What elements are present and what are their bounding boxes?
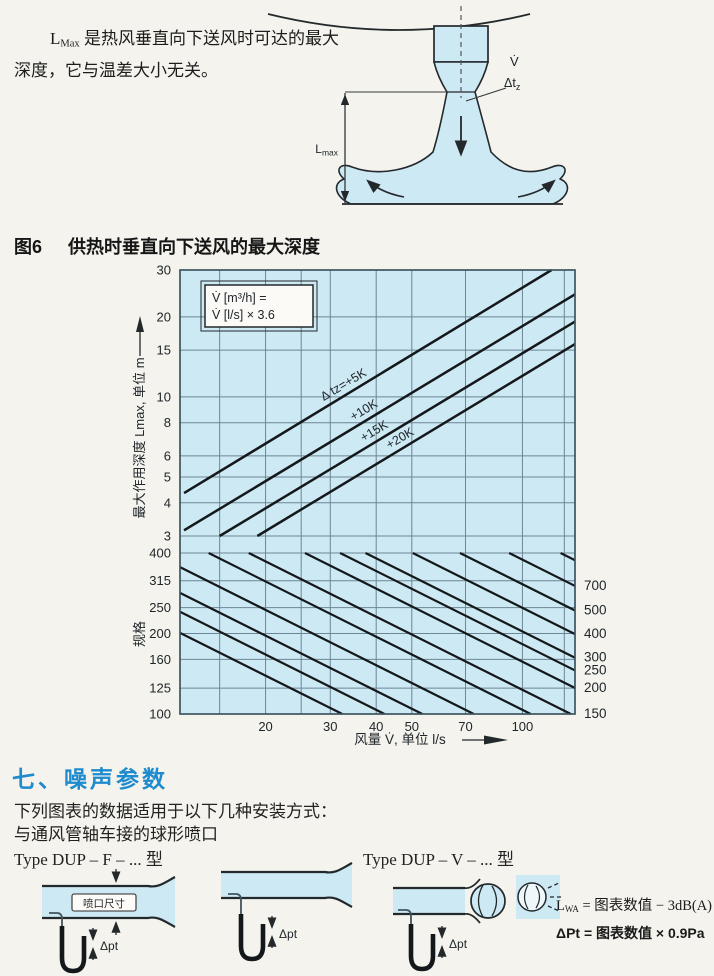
svg-text:20: 20	[258, 719, 272, 734]
svg-text:40: 40	[369, 719, 383, 734]
delta-t-label: Δtz	[504, 76, 521, 92]
dpt-label: Δpt	[100, 939, 119, 953]
svg-text:70: 70	[458, 719, 472, 734]
svg-text:50: 50	[405, 719, 419, 734]
right-scale-label: 300	[584, 650, 607, 665]
svg-text:3: 3	[164, 529, 171, 544]
svg-text:6: 6	[164, 448, 171, 463]
y-axis-title-lower: 规格	[132, 621, 147, 647]
right-scale-label: 250	[584, 662, 607, 677]
duct-body	[221, 863, 352, 907]
intro-text-line2: 深度，它与温差大小无关。	[14, 61, 218, 81]
nozzle-dimension-box	[71, 893, 137, 912]
right-scale-label: 200	[584, 680, 607, 695]
lmax-label: Lmax	[315, 142, 338, 158]
svg-text:250: 250	[149, 600, 171, 615]
section-title: 七、噪声参数	[12, 766, 168, 792]
intro-text-line1: 是热风垂直向下送风时可达的最大	[79, 29, 339, 48]
dpt-formula: ΔPt = 图表数值 × 0.9Pa	[556, 925, 705, 941]
u-tube-manometer	[408, 924, 436, 972]
svg-text:15: 15	[157, 343, 171, 358]
manometer-feed-tube	[398, 909, 412, 928]
y-axis-title-upper: 最大作用深度 Lmax, 单位 m	[132, 357, 147, 518]
x-axis-title: 风量 V̇, 单位 l/s	[354, 732, 446, 747]
diagram-dup-f-duct: Δpt	[221, 862, 353, 962]
figure6-jet-illustration: V̇ Δtz Lmax	[267, 6, 569, 205]
axis-tick-labels: 3 4 5 6 8 10 15 20 30 100 125 160 200 250 315 400 20 30 40…	[149, 263, 533, 735]
diagram-dup-v-ball-nozzle: Δpt	[393, 875, 562, 972]
svg-text:400: 400	[149, 546, 171, 561]
lmax-symbol: L	[50, 29, 61, 48]
flow-conversion-note-box: V̇ [m³/h] = V̇ [l/s] × 3.6	[200, 280, 318, 332]
note-line-2: V̇ [l/s] × 3.6	[212, 308, 275, 322]
dpt-label: Δpt	[279, 927, 298, 941]
manometer-feed-tube	[228, 893, 242, 918]
svg-text:10: 10	[157, 389, 171, 404]
u-tube-manometer	[238, 914, 266, 962]
svg-text:8: 8	[164, 415, 171, 430]
type-dup-v-label: Type DUP – V – ... 型	[363, 850, 515, 869]
svg-text:5: 5	[164, 469, 171, 484]
svg-text:100: 100	[512, 719, 534, 734]
figure-caption: 图6 供热时垂直向下送风的最大深度	[14, 233, 320, 259]
note-line-1: V̇ [m³/h] =	[212, 291, 267, 305]
right-scale-label: 500	[584, 603, 607, 618]
svg-text:20: 20	[157, 309, 171, 324]
section-body-line1: 下列图表的数据适用于以下几种安装方式：	[14, 802, 337, 821]
lwa-formula: LWA = 图表数值 − 3dB(A)	[556, 898, 712, 914]
svg-text:125: 125	[149, 681, 171, 696]
right-scale-label: 150	[584, 706, 607, 721]
lmax-flow-chart: V̇ [m³/h] =V̇ [l/s] × 3.6Δ tz=+5K+10K+15…	[132, 263, 607, 748]
ball-nozzle	[470, 883, 506, 919]
flow-label: V̇	[510, 54, 519, 69]
right-spread-arrow	[517, 179, 556, 198]
noise-formulas: LWA = 图表数值 − 3dB(A) ΔPt = 图表数值 × 0.9Pa	[556, 894, 714, 943]
svg-text:200: 200	[149, 626, 171, 641]
swivel-ball-nozzle	[517, 882, 547, 912]
type-dup-f-label: Type DUP – F – ... 型	[14, 850, 163, 869]
svg-text:30: 30	[323, 719, 337, 734]
figure-number: 图6	[14, 237, 43, 257]
svg-text:315: 315	[149, 573, 171, 588]
right-scale-label: 700	[584, 578, 607, 593]
intro-paragraph: LMax 是热风垂直向下送风时可达的最大深度，它与温差大小无关。	[14, 25, 366, 84]
figure-caption-text: 供热时垂直向下送风的最大深度	[68, 237, 321, 257]
left-spread-arrow	[366, 179, 405, 198]
dpt-label: Δpt	[449, 937, 468, 951]
lmax-subscript: Max	[60, 38, 80, 50]
manometer-feed-tube	[49, 912, 63, 930]
section-body-line2: 与通风管轴车接的球形喷口	[14, 825, 218, 844]
u-tube-manometer	[59, 926, 87, 974]
right-scale-label: 400	[584, 626, 607, 641]
svg-text:160: 160	[149, 652, 171, 667]
svg-text:30: 30	[157, 263, 171, 278]
nozzle-dimension-label: 喷口尺寸	[83, 897, 125, 910]
svg-text:4: 4	[164, 495, 171, 510]
svg-text:100: 100	[149, 707, 171, 722]
diagram-dup-f-nozzle-dimension: 喷口尺寸 Δpt	[42, 869, 176, 974]
